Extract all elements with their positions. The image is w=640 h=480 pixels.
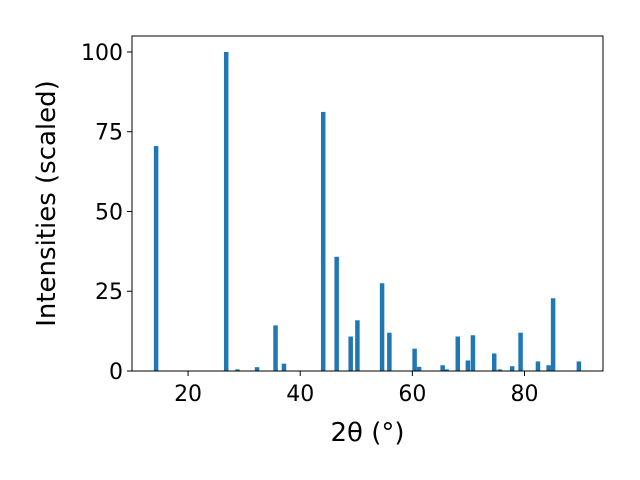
bar: [387, 332, 392, 371]
bar: [355, 320, 360, 371]
bar: [320, 111, 326, 372]
bar: [254, 367, 260, 371]
plot-frame: [131, 35, 604, 372]
x-tick-label: 20: [174, 382, 202, 407]
bar: [497, 369, 503, 371]
bar: [334, 256, 339, 371]
x-tick-label: 60: [398, 382, 426, 407]
bar: [235, 369, 240, 371]
y-axis-label: Intensities (scaled): [32, 80, 62, 327]
bar: [491, 353, 497, 371]
bar: [348, 336, 353, 371]
y-tick-label: 75: [95, 121, 123, 146]
bar: [550, 298, 556, 371]
y-tick-label: 50: [95, 200, 123, 225]
x-tick-label: 80: [511, 382, 539, 407]
x-axis-label: 2θ (°): [330, 418, 404, 448]
bar: [440, 365, 445, 371]
x-tick-label: 40: [286, 382, 314, 407]
y-tick-label: 100: [81, 41, 123, 66]
bar: [281, 363, 287, 371]
bar-series: [153, 51, 582, 372]
y-tick-label: 0: [109, 360, 123, 385]
bar: [223, 51, 229, 371]
bar: [470, 335, 476, 371]
y-tick-label: 25: [95, 280, 123, 305]
bar: [455, 336, 461, 371]
y-axis-ticks: 0 25 50 75 100: [81, 41, 132, 385]
bar: [546, 365, 551, 371]
bar: [273, 325, 278, 371]
x-axis-ticks: 20 40 60 80: [174, 371, 539, 407]
bar: [153, 146, 159, 371]
bar: [576, 361, 582, 371]
bar: [518, 332, 523, 371]
bar: [444, 369, 449, 371]
bar: [465, 360, 471, 371]
bar: [412, 348, 417, 371]
bar: [416, 366, 422, 371]
bar: [509, 366, 515, 371]
bar: [379, 283, 385, 371]
bar: [535, 361, 541, 371]
